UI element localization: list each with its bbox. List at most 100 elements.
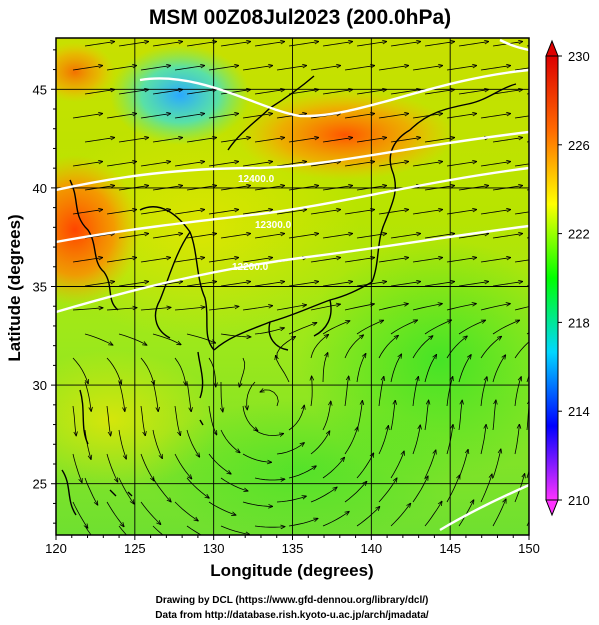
streamline [356, 282, 387, 287]
streamline [446, 210, 477, 215]
streamline [208, 357, 216, 387]
streamline [344, 66, 375, 71]
streamline [84, 525, 92, 535]
streamline [424, 450, 436, 479]
streamline [254, 234, 285, 239]
streamline [208, 501, 236, 515]
streamline [288, 90, 319, 95]
streamline [344, 258, 375, 263]
streamline [254, 429, 284, 436]
streamline [344, 162, 375, 167]
streamline [514, 341, 529, 359]
streamline [152, 138, 183, 143]
colorbar-tick-label: 222 [568, 227, 590, 242]
streamline [152, 90, 183, 95]
streamline [186, 42, 217, 47]
streamline [480, 425, 486, 455]
streamline [322, 321, 350, 335]
x-tick-label: 120 [45, 541, 67, 556]
streamline [118, 90, 149, 95]
streamline [492, 90, 523, 95]
streamline [356, 507, 380, 527]
streamline [186, 333, 216, 343]
streamline [378, 66, 409, 71]
streamline [276, 443, 304, 455]
streamline [492, 355, 506, 383]
streamline [344, 481, 367, 503]
streamline [412, 425, 420, 455]
streamline [152, 333, 181, 345]
streamline [514, 211, 529, 215]
streamline [492, 234, 523, 239]
streamline [174, 501, 198, 521]
streamline [322, 42, 353, 47]
streamline [446, 304, 476, 311]
x-tick-label: 140 [360, 541, 382, 556]
streamline [221, 382, 223, 412]
streamline [480, 114, 511, 119]
lat-lon-grid [56, 38, 529, 535]
colorbar-tick-label: 230 [568, 49, 590, 64]
streamline [412, 114, 443, 119]
streamline [72, 66, 103, 71]
streamline [322, 138, 353, 143]
streamline [254, 478, 285, 480]
streamline [72, 258, 103, 263]
streamline [458, 90, 489, 95]
streamline [118, 381, 125, 411]
y-axis-title: Latitude (degrees) [5, 214, 24, 361]
streamline [412, 210, 443, 215]
streamline [378, 210, 409, 215]
streamline [106, 357, 121, 384]
map-title: MSM 00Z08Jul2023 (200.0hPa) [149, 6, 451, 29]
streamline [174, 258, 205, 263]
streamline [208, 405, 217, 435]
streamline [424, 234, 455, 239]
streamline [446, 162, 477, 167]
streamline [254, 90, 285, 95]
streamline [106, 453, 118, 482]
streamline [276, 305, 307, 311]
streamline [220, 525, 250, 535]
streamline [412, 66, 443, 71]
streamline [378, 114, 409, 119]
streamline [118, 42, 149, 47]
contour-label-12300: 12300.0 [255, 220, 292, 231]
streamline [247, 381, 256, 410]
streamline [378, 304, 408, 311]
streamline [220, 477, 248, 491]
x-tick-label: 145 [439, 541, 461, 556]
contour-label-12200: 12200.0 [232, 262, 269, 273]
streamline [424, 282, 455, 287]
streamline [446, 66, 477, 71]
streamline [242, 210, 273, 215]
height-contours [56, 38, 529, 532]
streamline [106, 501, 124, 527]
streamline [208, 453, 231, 474]
streamline [480, 210, 511, 215]
streamline [242, 258, 273, 263]
streamline [140, 114, 171, 119]
streamline [356, 354, 366, 383]
streamline [174, 357, 186, 386]
x-tick-label: 150 [518, 541, 540, 556]
streamline [322, 90, 353, 95]
streamline [72, 308, 103, 310]
colorbar-tick-label: 214 [568, 404, 590, 419]
streamline [186, 90, 217, 95]
streamline [356, 42, 387, 47]
streamline [344, 427, 358, 455]
streamline [242, 453, 272, 462]
streamline [378, 162, 409, 167]
streamline [390, 451, 404, 479]
warm-zone [56, 120, 360, 340]
streamline [140, 162, 171, 167]
x-axis-ticks: 120 125 130 135 140 145 150 [45, 535, 540, 556]
wind-streamlines [72, 42, 529, 535]
streamline [140, 357, 154, 385]
colorbar-tick-label: 226 [568, 138, 590, 153]
x-tick-label: 130 [203, 541, 225, 556]
streamline [514, 306, 529, 311]
streamline [106, 308, 137, 311]
streamline [288, 518, 318, 527]
